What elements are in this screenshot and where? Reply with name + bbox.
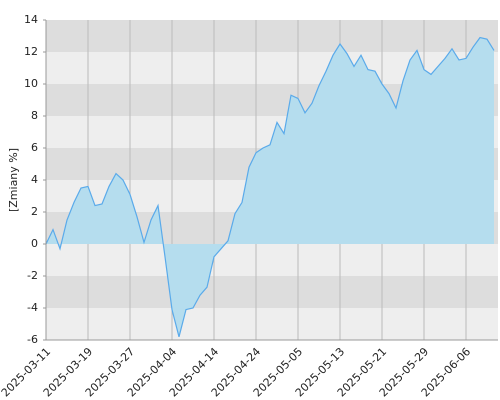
line <box>45 36 495 337</box>
grid-band <box>46 276 498 308</box>
y-tick-label: 14 <box>24 13 38 26</box>
y-tick-label: 2 <box>31 205 38 218</box>
y-tick-label: 10 <box>24 77 38 90</box>
y-tick-label: 0 <box>31 237 38 250</box>
y-tick-label: 4 <box>31 173 38 186</box>
y-tick-label: -4 <box>27 301 38 314</box>
grid-band <box>46 308 498 340</box>
y-tick-label: 6 <box>31 141 38 154</box>
area <box>46 37 494 337</box>
grid-band <box>46 20 498 52</box>
y-tick-label: 12 <box>24 45 38 58</box>
y-tick-label: -6 <box>27 333 38 346</box>
y-tick-label: 8 <box>31 109 38 122</box>
grid-band <box>46 244 498 276</box>
y-tick-label: -2 <box>27 269 38 282</box>
y-axis-label: [Zmiany %] <box>7 148 20 212</box>
